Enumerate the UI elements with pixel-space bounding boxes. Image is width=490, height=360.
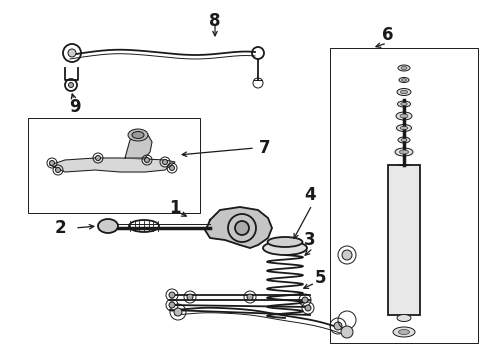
Circle shape — [145, 158, 149, 162]
Ellipse shape — [399, 77, 409, 82]
Ellipse shape — [401, 103, 407, 105]
Ellipse shape — [401, 79, 407, 81]
Text: 4: 4 — [304, 186, 316, 204]
Ellipse shape — [398, 329, 410, 334]
Circle shape — [305, 305, 311, 311]
Circle shape — [68, 49, 76, 57]
Ellipse shape — [263, 241, 307, 255]
Ellipse shape — [396, 112, 412, 120]
Ellipse shape — [400, 90, 408, 94]
Circle shape — [235, 221, 249, 235]
Circle shape — [187, 294, 193, 300]
Text: 3: 3 — [304, 231, 316, 249]
Text: 5: 5 — [314, 269, 326, 287]
Ellipse shape — [401, 67, 407, 69]
Text: 9: 9 — [69, 98, 81, 116]
Ellipse shape — [397, 101, 411, 107]
Circle shape — [341, 326, 353, 338]
Circle shape — [174, 308, 182, 316]
Ellipse shape — [393, 327, 415, 337]
Ellipse shape — [399, 150, 409, 154]
Bar — [330, 48, 478, 343]
Text: 6: 6 — [382, 26, 394, 44]
Circle shape — [342, 250, 352, 260]
Ellipse shape — [128, 129, 148, 141]
Ellipse shape — [396, 125, 412, 131]
Bar — [28, 118, 200, 213]
Ellipse shape — [397, 89, 411, 95]
Text: 7: 7 — [259, 139, 271, 157]
Bar — [388, 165, 420, 315]
Ellipse shape — [395, 148, 413, 156]
Circle shape — [334, 322, 342, 330]
Ellipse shape — [400, 126, 408, 130]
Circle shape — [302, 297, 308, 303]
Circle shape — [96, 156, 100, 161]
Ellipse shape — [401, 139, 407, 141]
Polygon shape — [125, 132, 152, 158]
Ellipse shape — [400, 114, 408, 118]
Circle shape — [69, 82, 74, 87]
Polygon shape — [50, 158, 175, 172]
Ellipse shape — [397, 315, 411, 321]
Polygon shape — [205, 207, 272, 248]
Circle shape — [163, 159, 168, 165]
Circle shape — [49, 161, 54, 166]
Text: 1: 1 — [169, 199, 181, 217]
Circle shape — [169, 292, 175, 298]
Circle shape — [247, 294, 253, 300]
Ellipse shape — [98, 219, 118, 233]
Circle shape — [170, 166, 174, 171]
Text: 2: 2 — [54, 219, 66, 237]
Text: 8: 8 — [209, 12, 221, 30]
Circle shape — [55, 167, 60, 172]
Ellipse shape — [398, 65, 410, 71]
Ellipse shape — [268, 237, 302, 247]
Ellipse shape — [398, 137, 410, 143]
Circle shape — [169, 302, 175, 308]
Ellipse shape — [132, 131, 144, 139]
